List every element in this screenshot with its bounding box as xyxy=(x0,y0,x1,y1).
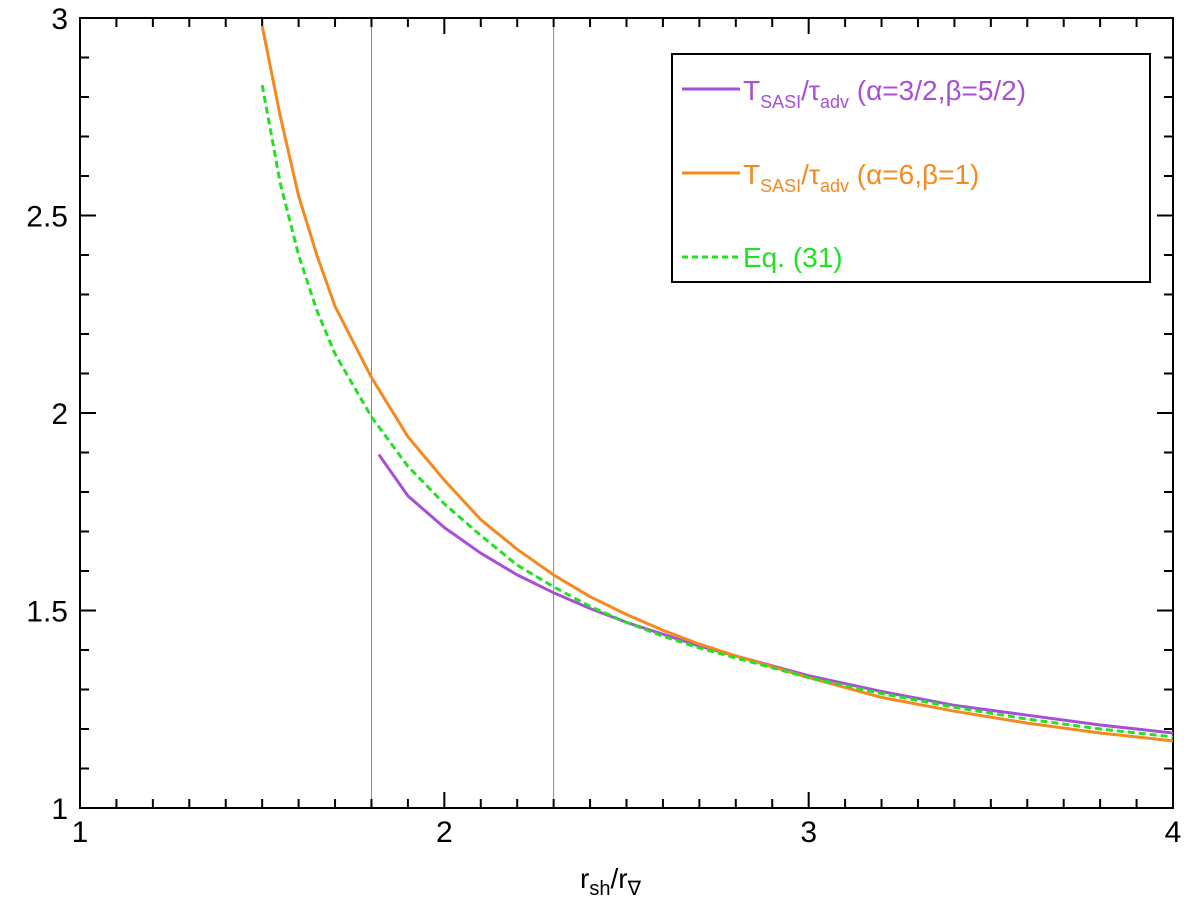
legend-label-purple: TSASI/τadv (α=3/2,β=5/2) xyxy=(743,75,1026,112)
x-axis-label: rsh/r∇ xyxy=(580,863,642,900)
axis-ticks xyxy=(79,17,1174,809)
x-tick-label: 1 xyxy=(72,816,89,849)
reference-lines xyxy=(370,18,555,808)
x-tick-label: 4 xyxy=(1165,816,1182,849)
legend: TSASI/τadv (α=3/2,β=5/2) TSASI/τadv (α=6… xyxy=(671,53,1151,283)
x-tick-label: 3 xyxy=(800,816,817,849)
series-line-orange xyxy=(260,25,1174,743)
tick-labels: 1 2 3 4 1 1.5 2 2.5 3 xyxy=(26,3,1181,849)
y-tick-label: 3 xyxy=(51,3,68,36)
series-line-purple xyxy=(377,453,1174,735)
series-line-green xyxy=(260,84,1174,739)
y-tick-label: 2 xyxy=(51,398,68,431)
legend-label-orange: TSASI/τadv (α=6,β=1) xyxy=(743,159,979,196)
series-group xyxy=(260,25,1174,743)
y-tick-label: 1 xyxy=(51,793,68,826)
y-tick-label: 1.5 xyxy=(26,596,68,629)
legend-label-green: Eq. (31) xyxy=(743,242,843,273)
y-tick-label: 2.5 xyxy=(26,201,68,234)
legend-box xyxy=(671,53,1151,283)
x-tick-label: 2 xyxy=(436,816,453,849)
